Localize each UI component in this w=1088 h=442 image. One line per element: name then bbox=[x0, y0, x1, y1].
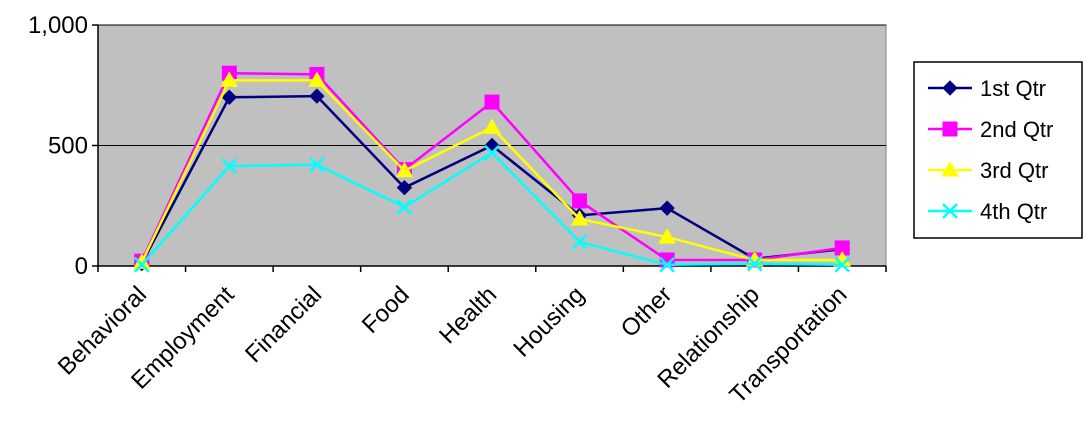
data-point bbox=[484, 144, 500, 161]
data-point bbox=[834, 256, 851, 273]
legend-label: 1st Qtr bbox=[980, 76, 1046, 101]
legend-label: 2nd Qtr bbox=[980, 117, 1053, 142]
legend-item: 1st Qtr bbox=[928, 76, 1046, 101]
data-point bbox=[309, 156, 325, 173]
x-tick-label: Housing bbox=[508, 281, 589, 362]
data-point bbox=[484, 94, 500, 110]
legend-marker bbox=[942, 203, 958, 219]
data-point bbox=[220, 71, 239, 87]
legend-item: 3rd Qtr bbox=[928, 158, 1048, 183]
data-point bbox=[746, 255, 763, 272]
series-lines bbox=[132, 65, 852, 273]
data-point bbox=[483, 118, 501, 134]
y-axis-tick-labels: 0 500 1,000 bbox=[28, 12, 88, 280]
data-point bbox=[308, 71, 326, 87]
legend-label: 4th Qtr bbox=[980, 199, 1047, 224]
data-point bbox=[571, 234, 588, 250]
x-tick-label: Health bbox=[434, 281, 502, 349]
legend: 1st Qtr 2nd Qtr 3rd Qtr 4th Qtr bbox=[913, 61, 1083, 239]
legend-marker bbox=[941, 160, 959, 177]
legend-item: 4th Qtr bbox=[928, 199, 1047, 224]
legend-item: 2nd Qtr bbox=[928, 117, 1053, 142]
data-point bbox=[396, 179, 413, 196]
data-point bbox=[658, 228, 676, 244]
data-point bbox=[133, 256, 150, 273]
legend-label: 3rd Qtr bbox=[980, 158, 1048, 183]
legend-marker bbox=[942, 121, 958, 137]
data-point bbox=[395, 161, 414, 178]
legend-marker bbox=[942, 80, 958, 96]
data-point bbox=[221, 89, 238, 106]
data-point bbox=[570, 209, 589, 226]
data-point bbox=[309, 88, 325, 104]
legend-box bbox=[913, 61, 1083, 239]
data-point bbox=[659, 200, 675, 216]
y-tick-label: 1,000 bbox=[28, 12, 88, 39]
x-tick-label: Food bbox=[357, 281, 415, 339]
data-point bbox=[572, 193, 588, 209]
x-tick-label: Other bbox=[616, 281, 678, 343]
y-tick-label: 0 bbox=[75, 253, 88, 280]
y-tick-label: 500 bbox=[48, 133, 88, 160]
data-point bbox=[659, 256, 675, 273]
data-point bbox=[396, 199, 413, 215]
series-4 bbox=[133, 144, 851, 273]
data-point bbox=[221, 158, 238, 174]
x-tick-label: Financial bbox=[240, 281, 327, 368]
